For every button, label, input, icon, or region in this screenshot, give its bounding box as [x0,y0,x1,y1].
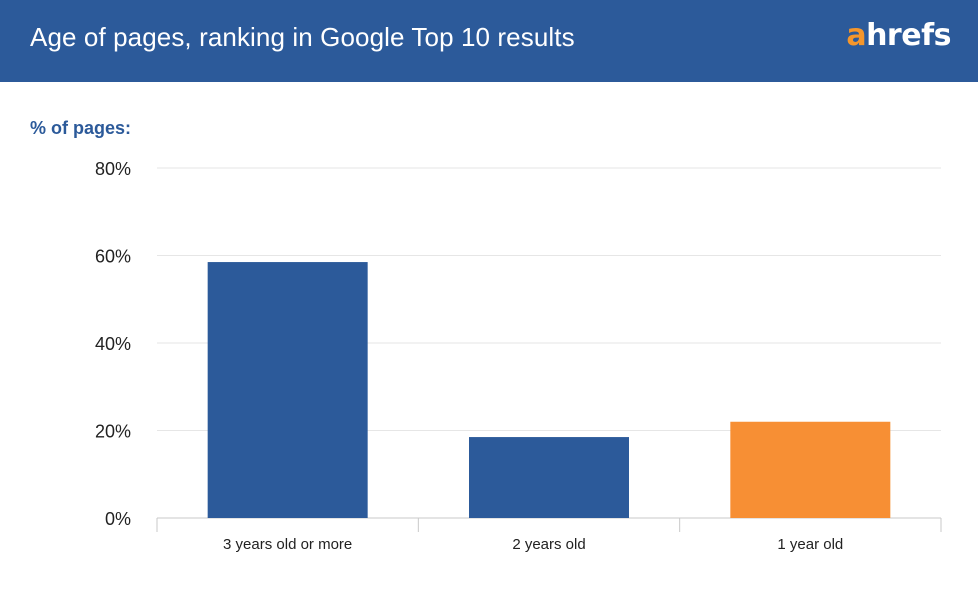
y-tick-label: 80% [95,159,131,179]
y-tick-label: 20% [95,422,131,442]
y-tick-label: 60% [95,247,131,267]
x-tick-label: 1 year old [777,536,843,553]
chart-header: Age of pages, ranking in Google Top 10 r… [0,0,978,82]
x-tick-label: 3 years old or more [223,536,352,553]
y-tick-label: 0% [105,509,131,529]
ahrefs-logo: ahrefs [846,18,951,53]
bar [207,262,368,518]
bar [730,421,891,518]
bar [469,437,629,518]
x-tick-label: 2 years old [512,536,585,553]
chart-title: Age of pages, ranking in Google Top 10 r… [30,22,575,52]
logo-accent-letter: a [846,18,867,53]
y-axis-label: % of pages: [30,118,132,138]
y-tick-label: 40% [95,334,131,354]
logo-text: hrefs [866,18,951,53]
